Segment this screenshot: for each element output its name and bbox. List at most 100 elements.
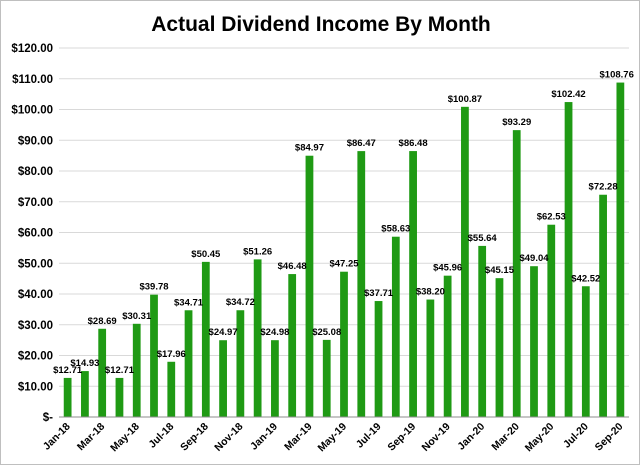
data-label: $34.71	[174, 297, 204, 308]
bars	[63, 82, 625, 418]
bar	[201, 261, 210, 417]
bar	[236, 310, 245, 417]
chart-title: Actual Dividend Income By Month	[151, 13, 491, 36]
x-tick-label: Sep-19	[385, 421, 418, 454]
bar	[426, 299, 435, 417]
y-tick-label: $80.00	[18, 166, 53, 178]
data-label: $49.04	[519, 253, 549, 264]
bar	[374, 301, 383, 417]
x-tick-label: Sep-18	[178, 421, 211, 454]
data-label: $47.25	[329, 259, 359, 270]
bar	[340, 271, 348, 417]
bar	[81, 371, 89, 417]
y-tick-label: $60.00	[18, 228, 53, 240]
x-tick-label: Jul-18	[146, 421, 176, 451]
data-label: $12.71	[53, 365, 83, 376]
bar	[219, 340, 227, 417]
x-axis-ticks: Jan-18 Mar-18 May-18 Jul-18 Sep-18 Nov-18 Jan-…	[41, 421, 626, 455]
data-label: $45.96	[433, 263, 462, 274]
bar	[132, 323, 141, 417]
x-tick-label: May-18	[108, 421, 142, 455]
data-label: $55.64	[468, 233, 498, 244]
bar	[322, 339, 331, 417]
bar	[495, 278, 504, 417]
bar	[63, 377, 72, 417]
bar	[98, 328, 107, 417]
data-label: $86.47	[347, 138, 376, 149]
bar	[564, 102, 573, 417]
data-label: $42.52	[571, 273, 600, 284]
y-tick-label: $20.00	[18, 351, 53, 363]
bar	[409, 151, 417, 417]
data-label: $108.76	[600, 70, 634, 81]
data-label: $30.31	[122, 311, 152, 322]
y-tick-label: $120.00	[11, 43, 53, 55]
x-tick-label: Mar-20	[489, 421, 522, 454]
data-label: $37.71	[364, 288, 394, 299]
y-tick-label: $110.00	[12, 74, 53, 86]
data-label: $24.97	[209, 327, 238, 338]
x-tick-label: Jan-19	[248, 421, 280, 453]
data-label: $58.63	[381, 224, 410, 235]
x-tick-label: Mar-18	[75, 421, 108, 454]
x-tick-label: Jul-19	[354, 421, 384, 451]
data-label: $14.93	[70, 358, 99, 369]
x-tick-label: Jan-18	[41, 421, 73, 453]
x-tick-label: Nov-18	[212, 421, 245, 454]
bar	[478, 245, 487, 417]
data-label: $12.71	[105, 365, 135, 376]
y-tick-label: $40.00	[18, 289, 53, 301]
x-tick-label: Sep-20	[593, 421, 626, 454]
bar	[305, 155, 314, 417]
data-label: $62.53	[537, 212, 566, 223]
y-tick-label: $70.00	[18, 197, 53, 209]
data-label: $34.72	[226, 297, 255, 308]
bar	[167, 361, 176, 417]
bar	[512, 130, 521, 418]
data-label: $38.20	[416, 287, 445, 298]
bar	[357, 151, 366, 418]
data-label: $100.87	[448, 94, 482, 105]
data-label: $93.29	[502, 117, 531, 128]
data-label: $45.15	[485, 265, 515, 276]
bar	[253, 259, 262, 417]
data-label: $39.78	[139, 282, 168, 293]
x-tick-label: May-20	[523, 421, 557, 455]
bar	[288, 274, 297, 417]
data-label: $50.45	[191, 249, 221, 260]
data-label: $46.48	[278, 261, 307, 272]
y-tick-label: $90.00	[18, 135, 53, 147]
x-tick-label: Nov-19	[420, 421, 453, 454]
bar	[271, 340, 279, 417]
data-label: $102.42	[551, 89, 585, 100]
x-tick-label: Jul-20	[561, 421, 591, 451]
y-tick-label: $10.00	[18, 381, 53, 393]
bar	[581, 286, 590, 417]
bar	[115, 377, 124, 417]
data-label: $84.97	[295, 143, 324, 154]
data-label: $17.96	[157, 349, 186, 360]
data-label: $28.69	[88, 316, 117, 327]
y-tick-label: $-	[43, 412, 53, 424]
y-tick-label: $100.00	[11, 105, 53, 117]
bar	[461, 106, 469, 417]
data-labels: $12.71$14.93$28.69$12.71$30.31$39.78$17.…	[53, 70, 634, 376]
bar	[530, 266, 538, 417]
bar	[391, 236, 400, 417]
y-tick-label: $50.00	[18, 258, 53, 270]
bar	[547, 224, 556, 417]
y-axis-ticks: $- $10.00 $20.00 $30.00 $40.00 $50.00 $60.00 $7…	[11, 43, 53, 424]
data-label: $86.48	[399, 138, 428, 149]
bar	[150, 294, 158, 417]
x-tick-label: May-19	[315, 421, 349, 455]
bar	[599, 194, 607, 417]
x-tick-label: Mar-19	[282, 421, 315, 454]
data-label: $72.28	[589, 182, 618, 193]
x-tick-label: Jan-20	[455, 421, 487, 453]
y-tick-label: $30.00	[18, 320, 53, 332]
data-label: $51.26	[243, 246, 272, 257]
bar	[443, 275, 452, 417]
data-label: $24.98	[260, 327, 289, 338]
